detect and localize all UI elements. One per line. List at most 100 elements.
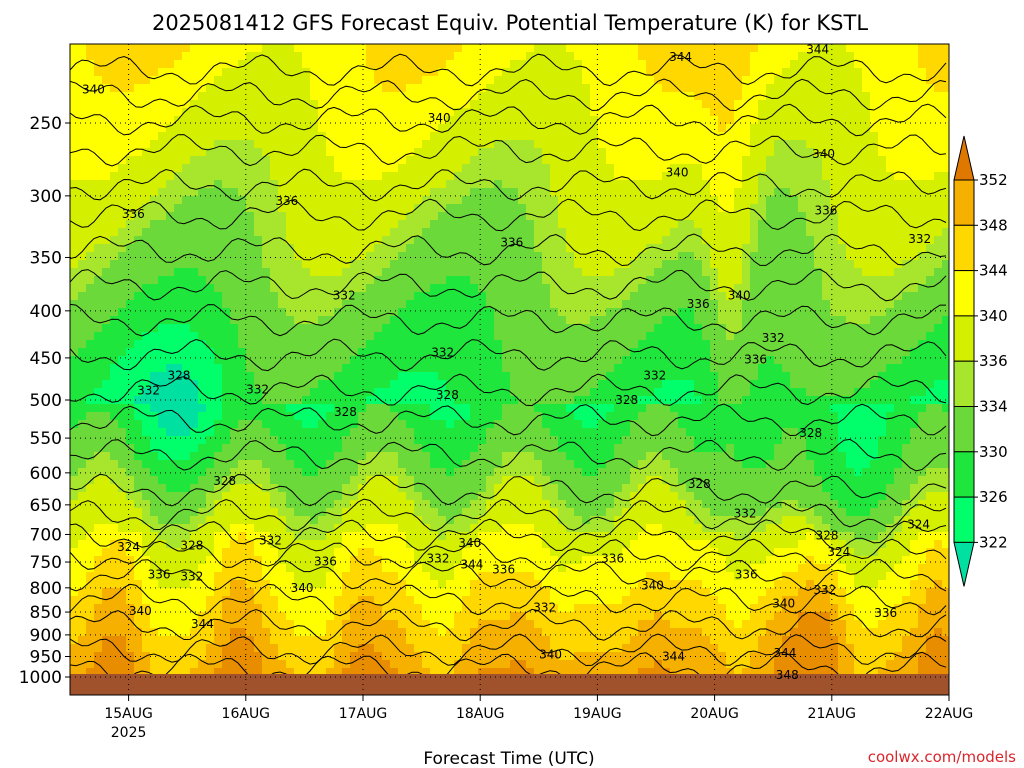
field-cell [70,300,79,309]
field-cell [494,220,503,229]
field-cell [142,324,151,333]
field-cell [894,212,903,221]
field-cell [166,300,175,309]
field-cell [238,404,247,413]
field-cell [774,356,783,365]
field-cell [158,300,167,309]
field-cell [438,188,447,197]
field-cell [198,132,207,141]
field-cell [886,84,895,93]
field-cell [382,172,391,181]
field-cell [526,220,535,229]
field-cell [438,180,447,189]
field-cell [142,260,151,269]
field-cell [366,212,375,221]
field-cell [254,380,263,389]
field-cell [590,188,599,197]
field-cell [246,348,255,357]
field-cell [694,92,703,101]
field-cell [814,76,823,85]
field-cell [710,308,719,317]
field-cell [430,388,439,397]
field-cell [646,44,655,53]
field-cell [198,340,207,349]
field-cell [758,148,767,157]
field-cell [694,324,703,333]
field-cell [654,260,663,269]
field-cell [262,212,271,221]
field-cell [294,140,303,149]
field-cell [342,212,351,221]
field-cell [646,348,655,357]
field-cell [566,260,575,269]
field-cell [222,68,231,77]
field-cell [486,116,495,125]
field-cell [430,116,439,125]
field-cell [758,196,767,205]
field-cell [542,236,551,245]
field-cell [214,276,223,285]
field-cell [366,300,375,309]
field-cell [526,372,535,381]
field-cell [446,244,455,253]
field-cell [718,140,727,149]
field-cell [334,236,343,245]
field-cell [758,252,767,261]
field-cell [734,316,743,325]
field-cell [358,108,367,117]
field-cell [534,156,543,165]
field-cell [478,156,487,165]
field-cell [470,236,479,245]
field-cell [646,300,655,309]
field-cell [902,388,911,397]
field-cell [374,220,383,229]
field-cell [494,364,503,373]
field-cell [614,156,623,165]
field-cell [598,316,607,325]
field-cell [734,356,743,365]
field-cell [814,300,823,309]
field-cell [622,44,631,53]
field-cell [886,388,895,397]
field-cell [646,132,655,141]
field-cell [110,340,119,349]
field-cell [598,76,607,85]
field-cell [870,260,879,269]
field-cell [454,172,463,181]
field-cell [486,60,495,69]
field-cell [806,180,815,189]
field-cell [214,300,223,309]
field-cell [926,388,935,397]
field-cell [86,372,95,381]
field-cell [254,196,263,205]
field-cell [478,396,487,405]
field-cell [510,116,519,125]
field-cell [838,284,847,293]
field-cell [782,108,791,117]
field-cell [374,44,383,53]
field-cell [302,260,311,269]
field-cell [526,68,535,77]
field-cell [126,340,135,349]
field-cell [326,164,335,173]
field-cell [846,124,855,133]
field-cell [838,340,847,349]
field-cell [510,140,519,149]
field-cell [358,324,367,333]
field-cell [566,52,575,61]
field-cell [150,284,159,293]
field-cell [822,340,831,349]
field-cell [662,244,671,253]
field-cell [894,244,903,253]
field-cell [270,236,279,245]
field-cell [206,244,215,253]
field-cell [366,44,375,53]
field-cell [918,356,927,365]
field-cell [206,220,215,229]
field-cell [126,380,135,389]
field-cell [590,340,599,349]
field-cell [70,164,79,173]
field-cell [598,172,607,181]
field-cell [630,44,639,53]
field-cell [198,124,207,133]
